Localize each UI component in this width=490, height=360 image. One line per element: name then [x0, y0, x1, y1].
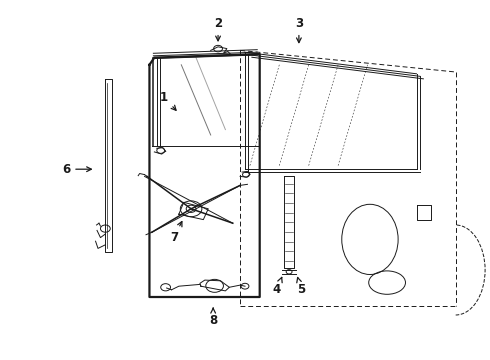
Text: 3: 3	[295, 17, 303, 42]
Text: 1: 1	[160, 91, 176, 110]
Text: 4: 4	[273, 277, 282, 296]
Text: 7: 7	[170, 221, 182, 244]
Text: 6: 6	[62, 163, 91, 176]
Text: 5: 5	[297, 278, 305, 296]
Text: 8: 8	[209, 308, 217, 327]
Text: 2: 2	[214, 17, 222, 41]
